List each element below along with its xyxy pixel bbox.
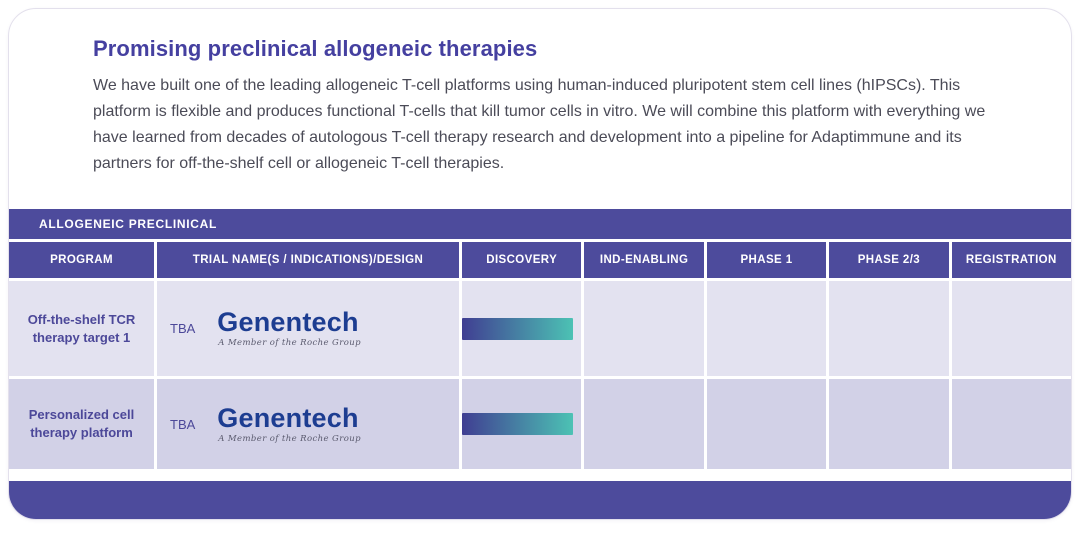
column-header-registration: REGISTRATION xyxy=(951,242,1071,278)
pipeline-card: Promising preclinical allogeneic therapi… xyxy=(8,8,1072,520)
phase-1-cell-empty xyxy=(706,379,827,469)
genentech-wordmark: Genentech xyxy=(217,307,359,337)
program-cell: Personalized cell therapy platform xyxy=(9,379,154,469)
genentech-wordmark: Genentech xyxy=(217,402,359,433)
registration-cell-empty xyxy=(951,379,1071,469)
phase-1-cell-empty xyxy=(706,281,827,376)
phase-2-3-cell-empty xyxy=(829,281,949,376)
column-header-ind-enabling: IND-ENABLING xyxy=(584,242,704,278)
trial-cell: TBA Genentech A Member of the Roche Grou… xyxy=(157,379,459,469)
trial-name-label: TBA xyxy=(170,321,196,336)
genentech-logo: Genentech A Member of the Roche Group xyxy=(217,307,361,349)
genentech-tagline: A Member of the Roche Group xyxy=(218,338,361,348)
page-title: Promising preclinical allogeneic therapi… xyxy=(93,36,538,61)
registration-cell-empty xyxy=(951,281,1071,376)
discovery-progress-bar xyxy=(462,413,574,435)
program-cell: Off-the-shelf TCR therapy target 1 xyxy=(9,281,154,376)
genentech-logo: Genentech A Member of the Roche Group xyxy=(217,402,361,444)
pipeline-grid: PROGRAM TRIAL NAME(S / INDICATIONS)/DESI… xyxy=(9,242,1071,469)
intro-paragraph: We have built one of the leading allogen… xyxy=(93,77,986,172)
pipeline-table: ALLOGENEIC PRECLINICAL PROGRAM TRIAL NAM… xyxy=(9,209,1071,519)
intro-section: Promising preclinical allogeneic therapi… xyxy=(9,9,1071,209)
discovery-progress-bar xyxy=(462,317,574,340)
ind-enabling-cell-empty xyxy=(584,379,704,469)
column-header-discovery: DISCOVERY xyxy=(462,242,582,278)
discovery-cell xyxy=(462,379,582,469)
discovery-cell xyxy=(462,281,582,376)
column-header-program: PROGRAM xyxy=(9,242,154,278)
phase-2-3-cell-empty xyxy=(829,379,949,469)
column-header-phase-2-3: PHASE 2/3 xyxy=(829,242,949,278)
trial-cell: TBA Genentech A Member of the Roche Grou… xyxy=(157,281,459,376)
genentech-tagline: A Member of the Roche Group xyxy=(218,433,361,444)
ind-enabling-cell-empty xyxy=(584,281,704,376)
column-header-trial-name: TRIAL NAME(S / INDICATIONS)/DESIGN xyxy=(157,242,459,278)
column-header-phase-1: PHASE 1 xyxy=(706,242,827,278)
bottom-band xyxy=(9,481,1071,519)
trial-name-label: TBA xyxy=(170,416,196,432)
table-category-band: ALLOGENEIC PRECLINICAL xyxy=(9,209,1071,239)
